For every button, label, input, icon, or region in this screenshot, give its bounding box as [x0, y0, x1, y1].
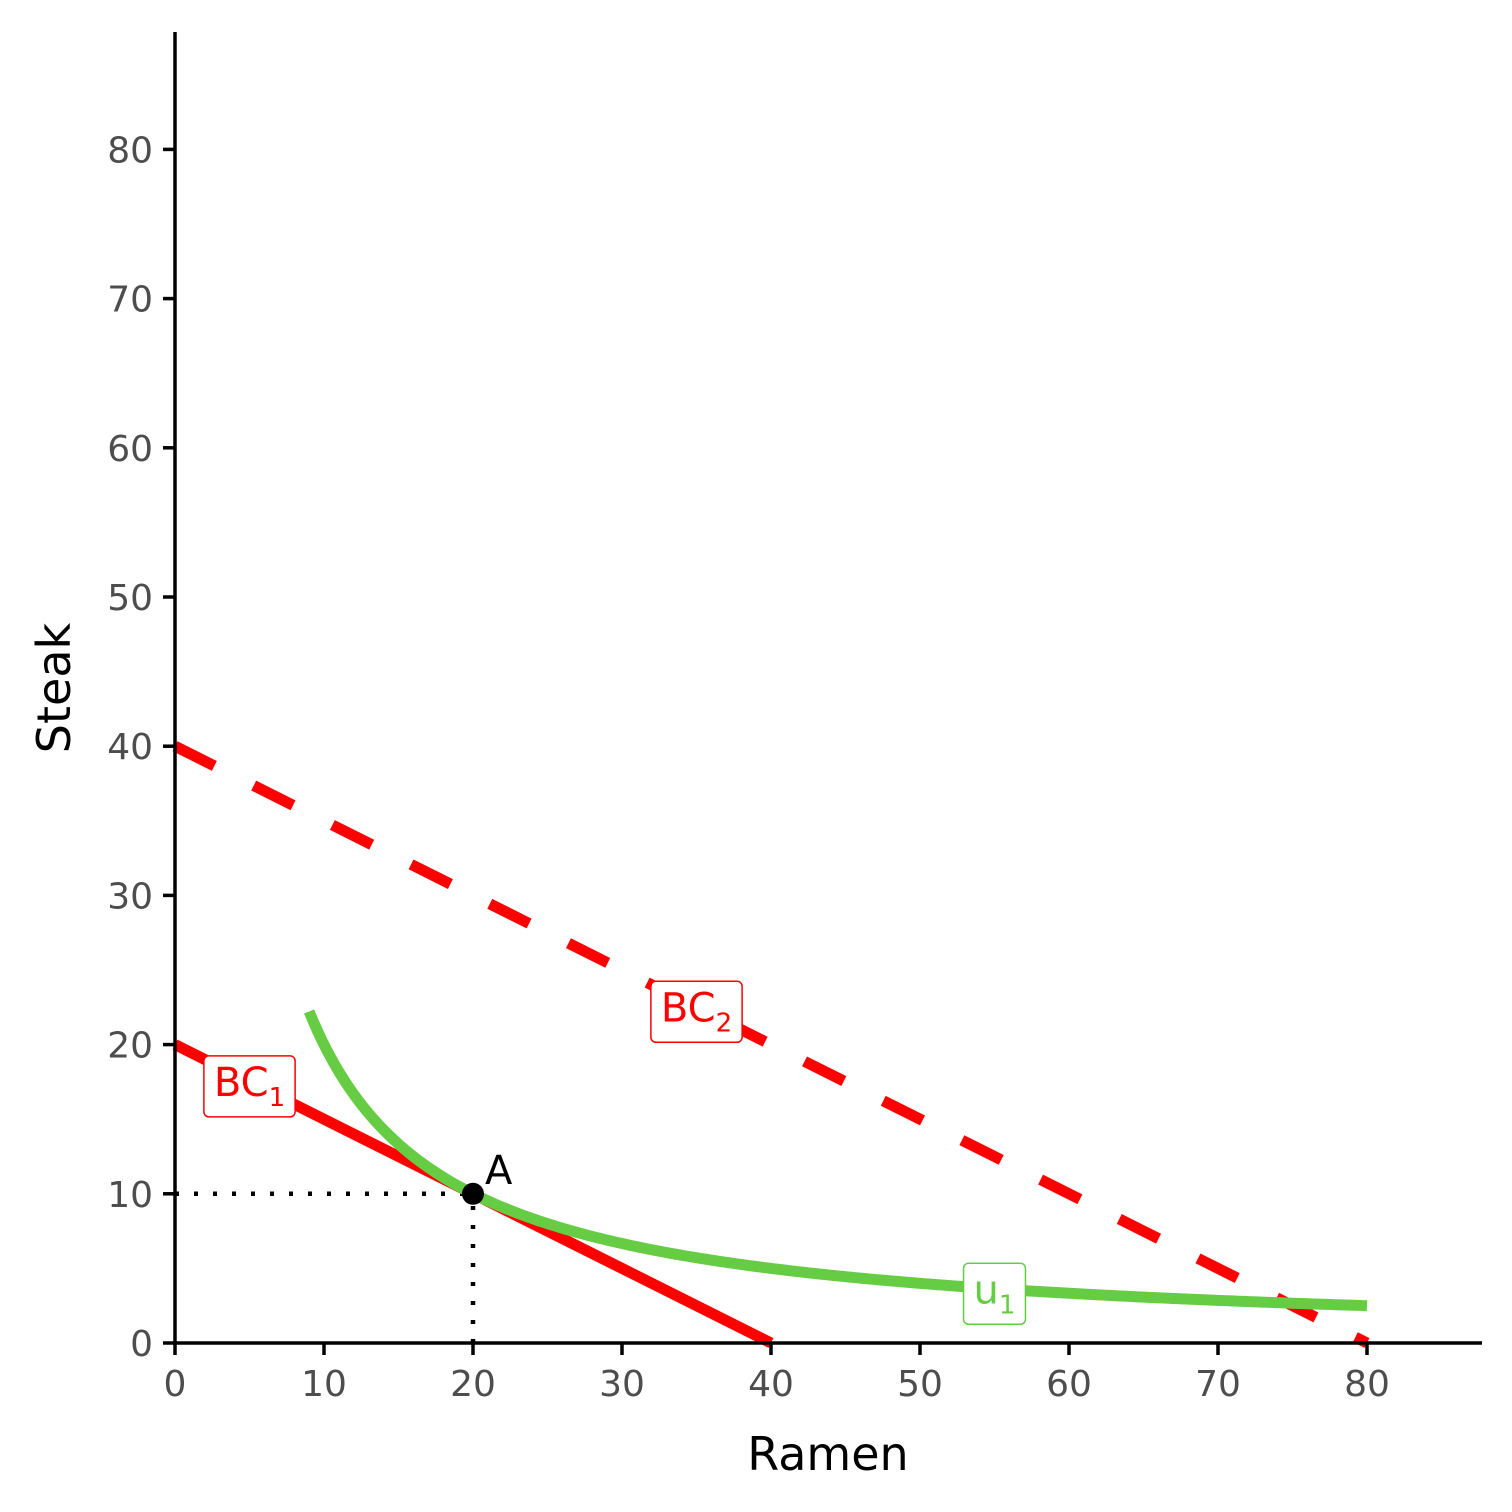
- y-tick-label: 60: [107, 429, 153, 470]
- y-tick-label: 50: [107, 578, 153, 619]
- ticks: 0 10 20 30 40 50 60 70 80 0 10 20 30 40 50 60 70 80: [107, 130, 1390, 1405]
- x-tick-label: 0: [164, 1364, 187, 1405]
- series-label-main: BC: [214, 1060, 269, 1106]
- axes: [173, 32, 1482, 1345]
- series-label-sub: 1: [269, 1083, 286, 1113]
- guide-lines: [175, 1191, 476, 1343]
- x-tick-label: 20: [450, 1364, 496, 1405]
- series-label-box: [203, 1055, 296, 1118]
- series-label-bc1: BC1: [203, 1055, 296, 1118]
- y-tick-label: 70: [107, 280, 153, 321]
- y-tick-label: 20: [107, 1026, 153, 1067]
- x-tick-label: 30: [599, 1364, 645, 1405]
- y-tick-label: 80: [107, 130, 153, 171]
- x-tick-label: 80: [1344, 1364, 1390, 1405]
- series-label-sub: 1: [999, 1290, 1016, 1320]
- x-tick-label: 70: [1195, 1364, 1241, 1405]
- y-tick-label: 40: [107, 727, 153, 768]
- series-label-main: u: [974, 1267, 999, 1313]
- series-label-text: BC1: [214, 1060, 285, 1113]
- series-lines: [172, 741, 1370, 1348]
- x-axis-title: Ramen: [747, 1427, 908, 1481]
- x-tick-label: 50: [897, 1364, 943, 1405]
- y-tick-label: 30: [107, 876, 153, 917]
- point-label-a: A: [485, 1148, 513, 1194]
- series-line-bc2: [172, 741, 1370, 1348]
- x-tick-label: 60: [1046, 1364, 1092, 1405]
- series-line-u1: [304, 1009, 1368, 1312]
- series-label-text: u1: [974, 1267, 1016, 1320]
- x-tick-label: 40: [748, 1364, 794, 1405]
- y-tick-label: 0: [130, 1324, 153, 1365]
- series-label-bc2: BC2: [650, 980, 743, 1044]
- series-label-box: [962, 1262, 1027, 1326]
- series-label-u1: u1: [962, 1262, 1027, 1326]
- series-label-text: BC2: [661, 985, 732, 1038]
- y-tick-label: 10: [107, 1175, 153, 1216]
- series-label-box: [650, 980, 743, 1044]
- x-tick-label: 10: [301, 1364, 347, 1405]
- y-axis-title: Steak: [27, 622, 81, 753]
- points: A: [462, 1148, 513, 1205]
- series-label-sub: 2: [716, 1008, 733, 1038]
- point-marker-a: [462, 1182, 484, 1205]
- series-label-main: BC: [661, 985, 716, 1031]
